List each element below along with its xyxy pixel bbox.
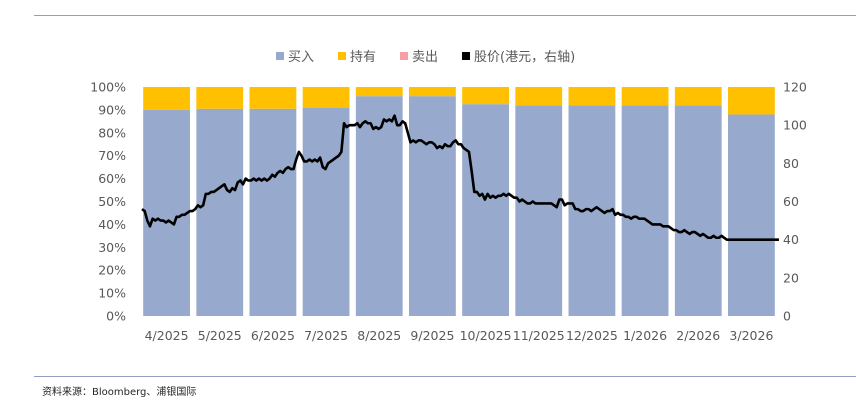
legend-sell-label: 卖出: [412, 50, 438, 65]
bar-hold-8: [568, 87, 616, 106]
bar-buy-6: [462, 104, 509, 316]
legend-price-label: 股价(港元，右轴): [474, 50, 575, 65]
left-tick-label: 40%: [98, 217, 126, 232]
bar-buy-2: [249, 108, 297, 316]
analyst-rating-chart: 0% 10% 20% 30% 40% 50% 60% 70% 80% 90% 100% 0 20 40 6…: [90, 50, 807, 343]
bar-hold-9: [621, 87, 669, 106]
x-tick-label: 1/2026: [623, 328, 667, 343]
legend-sell-swatch: [400, 52, 408, 60]
bar-buy-5: [409, 96, 456, 316]
left-tick-label: 80%: [98, 125, 126, 140]
bar-buy-9: [621, 105, 669, 316]
right-tick-label: 80: [783, 156, 799, 171]
x-tick-label: 12/2025: [566, 328, 618, 343]
left-tick-label: 90%: [98, 102, 126, 117]
x-tick-label: 2/2026: [676, 328, 720, 343]
bar-buy-11: [728, 114, 775, 316]
legend-buy-label: 买入: [288, 50, 314, 65]
bar-hold-1: [196, 87, 244, 109]
price-line: [141, 114, 779, 241]
bar-hold-7: [515, 87, 563, 106]
left-tick-label: 50%: [98, 194, 126, 209]
bar-buy-10: [674, 105, 722, 316]
bar-buy-1: [196, 108, 244, 316]
left-tick-label: 60%: [98, 171, 126, 186]
x-tick-label: 6/2025: [251, 328, 295, 343]
right-tick-label: 40: [783, 232, 799, 247]
right-tick-label: 20: [783, 270, 799, 285]
left-tick-label: 30%: [98, 240, 126, 255]
left-tick-label: 10%: [98, 286, 126, 301]
x-tick-label: 3/2026: [729, 328, 773, 343]
bottom-divider: [34, 376, 856, 377]
bar-hold-3: [302, 87, 350, 108]
left-tick-label: 20%: [98, 263, 126, 278]
bar-buy-0: [143, 109, 190, 317]
bar-hold-11: [728, 87, 775, 115]
price-line-layer: [141, 114, 779, 241]
bar-hold-5: [409, 87, 456, 97]
x-tick-label: 11/2025: [513, 328, 565, 343]
right-tick-label: 60: [783, 194, 799, 209]
x-axis: 4/2025 5/2025 6/2025 7/2025 8/2025 9/2025 10/2…: [145, 328, 774, 343]
legend-hold-swatch: [338, 52, 346, 60]
legend-hold-label: 持有: [350, 50, 376, 65]
legend-buy-swatch: [276, 52, 284, 60]
bar-hold-6: [462, 87, 509, 105]
top-divider: [34, 15, 856, 16]
left-axis: 0% 10% 20% 30% 40% 50% 60% 70% 80% 90% 100%: [90, 80, 126, 324]
bar-hold-0: [143, 87, 190, 110]
legend: 买入 持有 卖出 股价(港元，右轴): [276, 50, 575, 65]
bar-buy-7: [515, 105, 563, 316]
x-tick-label: 5/2025: [198, 328, 242, 343]
bar-buy-4: [355, 96, 403, 316]
left-tick-label: 0%: [106, 309, 126, 324]
bar-hold-10: [674, 87, 722, 106]
bar-hold-2: [249, 87, 297, 109]
right-tick-label: 100: [783, 118, 807, 133]
x-tick-label: 9/2025: [410, 328, 454, 343]
legend-price-swatch: [462, 52, 470, 60]
stacked-bars: [143, 87, 775, 317]
source-note: 资料来源：Bloomberg、浦银国际: [42, 387, 197, 398]
bar-hold-4: [355, 87, 403, 97]
right-tick-label: 120: [783, 80, 807, 95]
x-tick-label: 4/2025: [145, 328, 189, 343]
left-tick-label: 100%: [90, 80, 126, 95]
right-tick-label: 0: [783, 309, 791, 324]
x-tick-label: 7/2025: [304, 328, 348, 343]
left-tick-label: 70%: [98, 148, 126, 163]
x-tick-label: 8/2025: [357, 328, 401, 343]
x-tick-label: 10/2025: [460, 328, 512, 343]
right-axis: 0 20 40 60 80 100 120: [783, 80, 807, 324]
